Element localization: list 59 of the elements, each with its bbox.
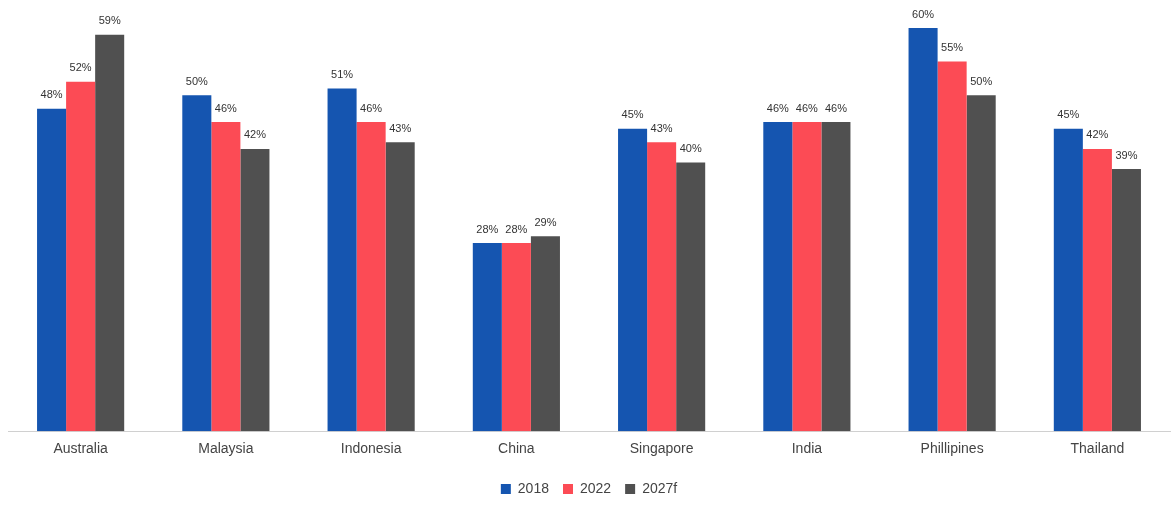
bar <box>182 95 212 432</box>
data-label: 43% <box>650 121 673 134</box>
data-label: 42% <box>243 128 267 141</box>
data-label: 59% <box>98 14 121 27</box>
data-label: 42% <box>1086 128 1109 141</box>
bar <box>211 122 241 432</box>
data-label: 40% <box>679 141 702 154</box>
bar <box>1053 128 1083 432</box>
bar <box>356 122 386 432</box>
data-label: 28% <box>476 222 499 235</box>
x-tick-label: Indonesia <box>340 440 402 457</box>
bar <box>472 243 502 432</box>
bar <box>821 122 851 432</box>
data-label: 43% <box>389 121 412 134</box>
bar <box>240 148 270 432</box>
x-tick-label: Malaysia <box>198 440 254 457</box>
x-tick-label: Phillipines <box>920 440 984 457</box>
data-label: 28% <box>505 222 528 235</box>
data-label: 48% <box>40 88 63 101</box>
bar <box>530 236 560 432</box>
data-label: 46% <box>824 101 848 114</box>
data-label: 29% <box>534 215 557 228</box>
bar <box>501 243 531 432</box>
bar <box>327 88 357 432</box>
data-label: 46% <box>214 101 238 114</box>
data-label: 52% <box>69 61 92 74</box>
bar <box>618 128 648 432</box>
bar <box>66 81 96 432</box>
bar <box>937 61 967 432</box>
bar <box>1111 169 1141 432</box>
legend-label: 2018 <box>517 479 550 496</box>
bar <box>908 28 938 432</box>
bar <box>763 122 793 432</box>
data-label: 46% <box>766 101 790 114</box>
data-label: 45% <box>621 108 644 121</box>
x-tick-label: Australia <box>53 440 109 457</box>
data-label: 45% <box>1057 108 1080 121</box>
bar <box>792 122 822 432</box>
bar <box>647 142 677 432</box>
bar <box>676 162 706 432</box>
data-label: 50% <box>185 74 209 87</box>
bar <box>1082 148 1112 432</box>
data-label: 51% <box>331 68 354 81</box>
bar <box>37 108 67 432</box>
x-tick-label: India <box>791 440 823 457</box>
x-tick-label: Thailand <box>1070 440 1125 457</box>
legend-label: 2022 <box>579 479 612 496</box>
data-label: 46% <box>360 101 383 114</box>
bar <box>966 95 996 432</box>
bar <box>385 142 415 432</box>
legend-label: 2027f <box>642 479 678 496</box>
bar <box>95 34 125 432</box>
x-tick-label: China <box>498 440 535 457</box>
data-label: 39% <box>1115 148 1138 161</box>
data-label: 60% <box>912 7 935 20</box>
data-label: 55% <box>941 41 964 54</box>
data-label: 46% <box>795 101 819 114</box>
data-label: 50% <box>970 74 993 87</box>
x-tick-label: Singapore <box>629 440 694 457</box>
